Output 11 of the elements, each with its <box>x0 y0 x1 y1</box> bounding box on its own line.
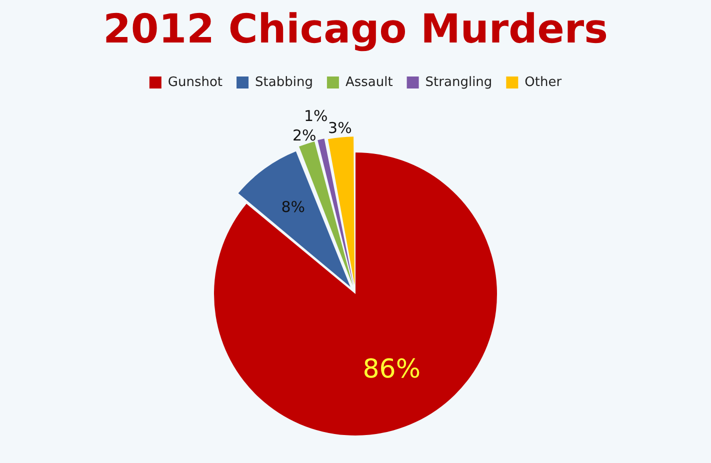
legend-label: Assault <box>345 74 393 90</box>
legend-label: Other <box>524 74 562 90</box>
legend-label: Gunshot <box>168 74 223 90</box>
legend-label: Stabbing <box>255 74 313 90</box>
legend-label: Strangling <box>425 74 492 90</box>
data-label: 8% <box>281 198 306 216</box>
data-label: 2% <box>292 126 316 144</box>
chart-title: 2012 Chicago Murders <box>103 6 608 52</box>
data-label: 3% <box>328 119 352 138</box>
data-label: 1% <box>304 106 328 125</box>
data-label: 86% <box>362 354 421 385</box>
